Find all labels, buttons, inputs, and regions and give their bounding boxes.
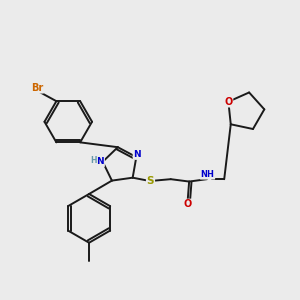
Text: N: N	[134, 150, 141, 159]
Text: NH: NH	[201, 170, 214, 179]
Text: O: O	[224, 97, 232, 107]
Text: S: S	[147, 176, 154, 186]
Text: Br: Br	[31, 83, 43, 93]
Text: H: H	[91, 156, 97, 165]
Text: N: N	[97, 157, 104, 166]
Text: O: O	[184, 200, 192, 209]
